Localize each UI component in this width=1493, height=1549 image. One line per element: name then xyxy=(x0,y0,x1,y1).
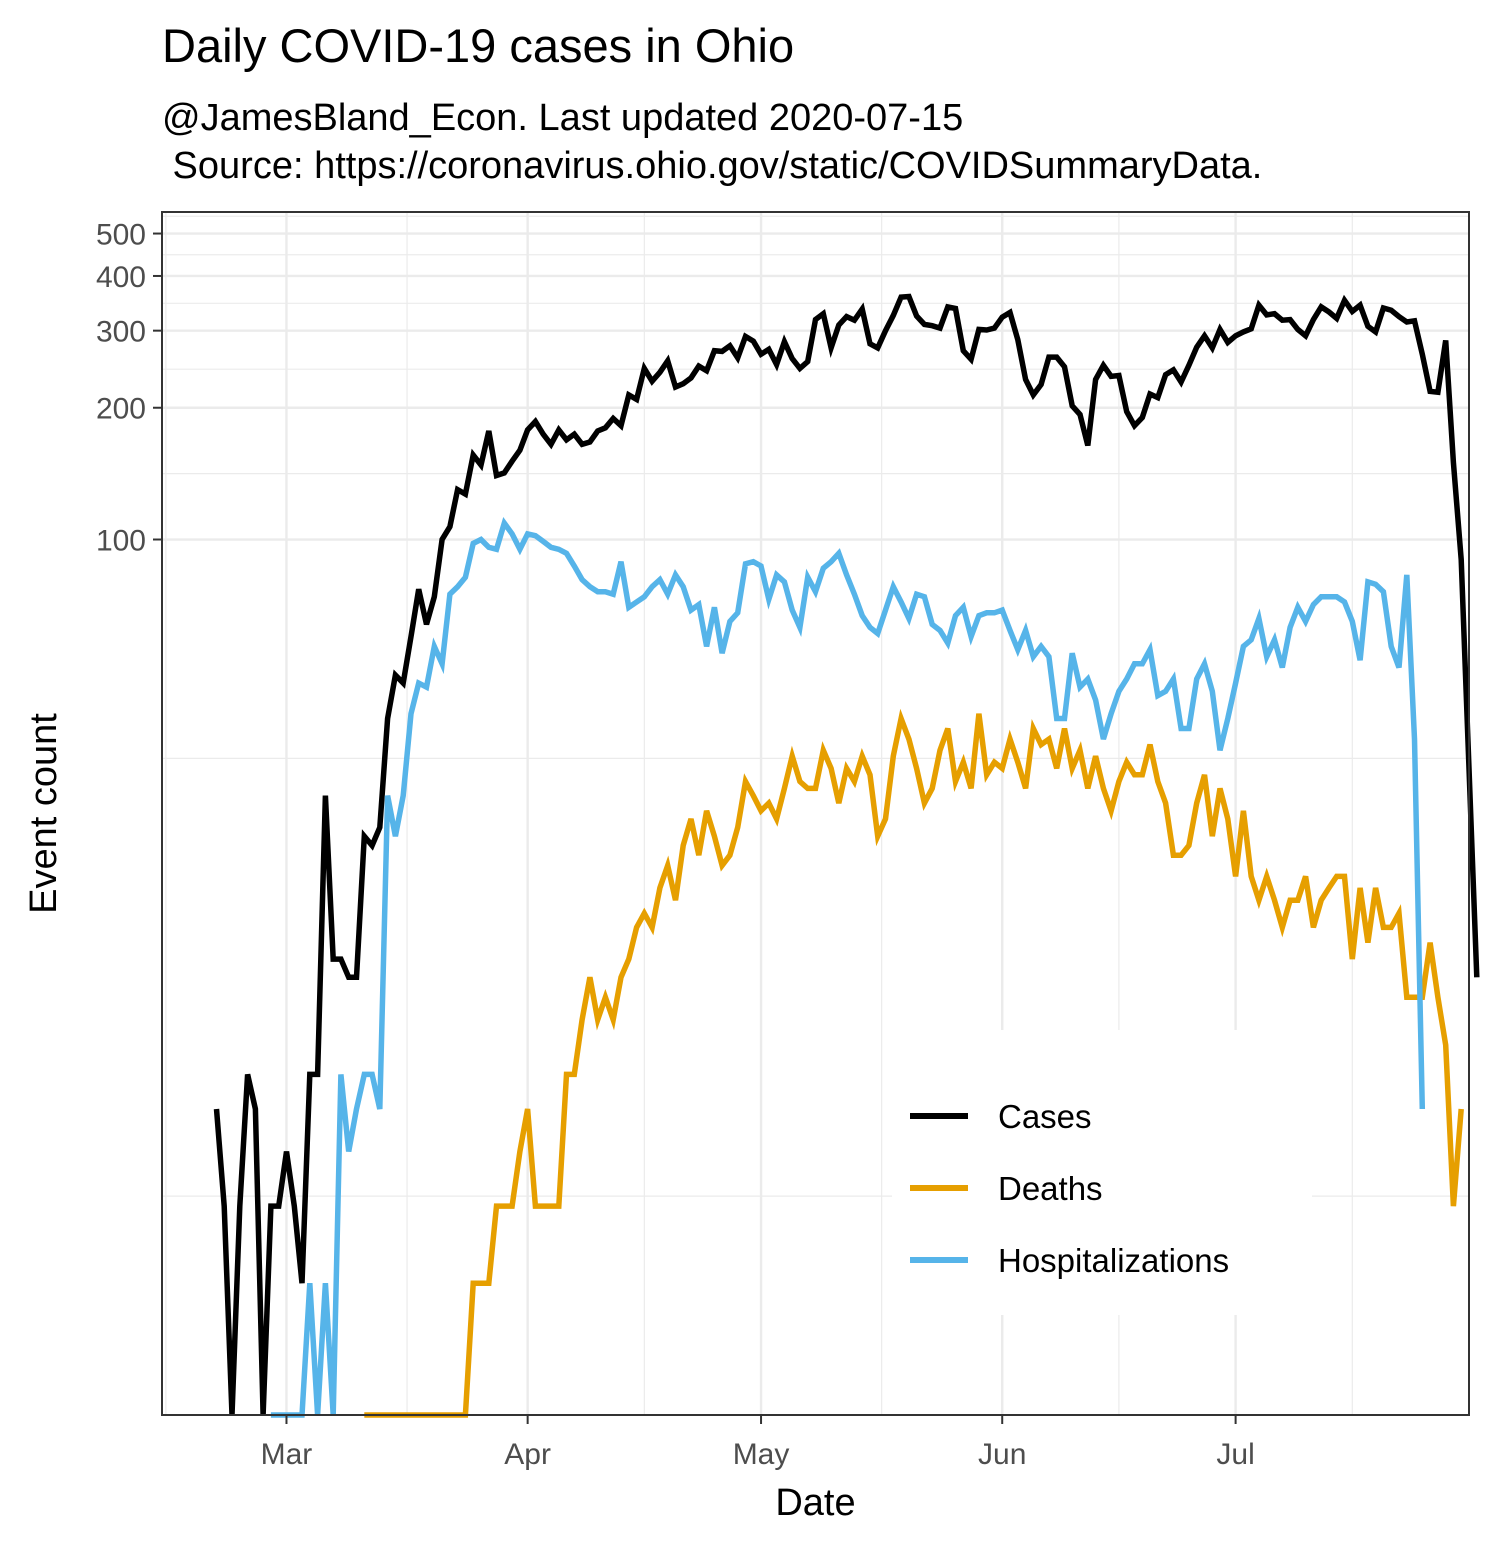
legend-label-deaths: Deaths xyxy=(998,1170,1103,1207)
series-line-deaths xyxy=(364,708,1464,1418)
legend-background xyxy=(892,1030,1312,1315)
x-axis-title: Date xyxy=(775,1482,855,1524)
axes: 100 200 300 400 500 Mar Apr May Jun Jul Date Event … xyxy=(23,219,1255,1524)
panel-border xyxy=(161,211,1470,1416)
series-line-hospitalizations xyxy=(270,516,1426,1418)
x-tick-label: Apr xyxy=(504,1438,551,1471)
y-tick-label: 500 xyxy=(96,219,146,252)
x-tick-label: Jun xyxy=(978,1438,1026,1471)
chart-subtitle: @JamesBland_Econ. Last updated 2020-07-1… xyxy=(162,94,1262,190)
subtitle-line-1: @JamesBland_Econ. Last updated 2020-07-1… xyxy=(162,97,964,139)
y-tick-label: 300 xyxy=(96,316,146,349)
y-axis-title: Event count xyxy=(23,713,65,914)
subtitle-line-2: Source: https://coronavirus.ohio.gov/sta… xyxy=(162,145,1263,187)
legend-label-cases: Cases xyxy=(998,1098,1092,1135)
y-tick-label: 100 xyxy=(96,525,146,558)
y-tick-label: 400 xyxy=(96,261,146,294)
x-tick-label: Jul xyxy=(1216,1438,1254,1471)
series-lines xyxy=(213,293,1480,1418)
series-line-cases xyxy=(213,293,1480,1416)
y-tick-label: 200 xyxy=(96,393,146,426)
x-tick-label: May xyxy=(733,1438,790,1471)
legend: Cases Deaths Hospitalizations xyxy=(892,1030,1312,1315)
x-tick-label: Mar xyxy=(261,1438,313,1471)
chart-title: Daily COVID-19 cases in Ohio xyxy=(162,19,795,72)
legend-label-hospitalizations: Hospitalizations xyxy=(998,1242,1229,1279)
